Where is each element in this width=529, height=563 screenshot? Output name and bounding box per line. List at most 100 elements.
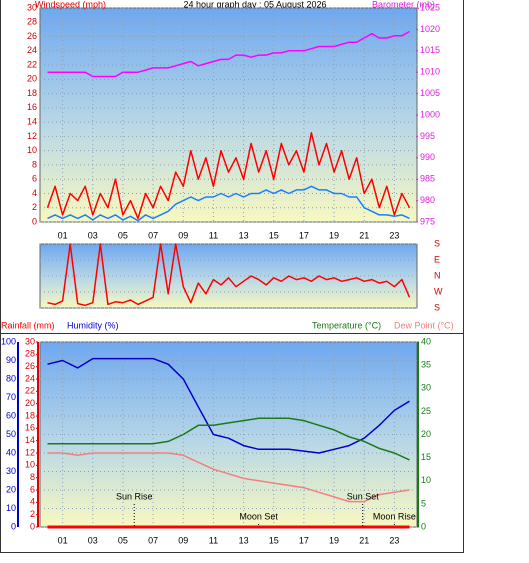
y2-tick-label: 1015 [420, 45, 440, 55]
y-tick-label: 16 [27, 102, 37, 112]
y3-tick-label: 8 [30, 472, 35, 482]
x-tick-label: 21 [359, 535, 369, 545]
x-tick-label: 05 [118, 230, 128, 240]
y-tick-label: 40 [6, 447, 16, 457]
x-tick-label: 21 [359, 230, 369, 240]
annotation: Moon Rise [373, 511, 416, 521]
x-tick-label: 01 [58, 535, 68, 545]
y-tick-label: S [434, 302, 440, 312]
x-tick-label: 17 [299, 535, 309, 545]
y-tick-label: 100 [1, 336, 16, 346]
y2-tick-label: 30 [421, 383, 431, 393]
y-tick-label: 90 [6, 355, 16, 365]
y2-tick-label: 35 [421, 360, 431, 370]
y2-tick-label: 980 [420, 195, 435, 205]
y3-tick-label: 6 [30, 484, 35, 494]
y-tick-label: 0 [11, 521, 16, 531]
y-tick-label: 14 [27, 117, 37, 127]
x-tick-label: 09 [178, 230, 188, 240]
series-header: Dew Point (°C) [394, 320, 454, 330]
y2-tick-label: 1005 [420, 88, 440, 98]
y-tick-label: W [434, 286, 443, 296]
y-tick-label: 30 [27, 2, 37, 12]
chart-title: 24 hour graph day : 05 August 2026 [183, 0, 326, 9]
x-tick-label: 23 [389, 230, 399, 240]
y3-tick-label: 2 [30, 509, 35, 519]
y-tick-label: 18 [27, 88, 37, 98]
y3-tick-label: 28 [25, 349, 35, 359]
y3-tick-label: 30 [25, 336, 35, 346]
x-tick-label: 23 [389, 535, 399, 545]
series-line [46, 132, 411, 220]
plot-area [39, 7, 418, 223]
y-tick-label: 24 [27, 45, 37, 55]
y-tick-label: 10 [27, 145, 37, 155]
y3-tick-label: 16 [25, 423, 35, 433]
y-tick-label: 70 [6, 392, 16, 402]
series-header: Rainfall (mm) [1, 320, 55, 330]
y-tick-label: 8 [32, 159, 37, 169]
x-tick-label: 01 [58, 230, 68, 240]
y-tick-label: 80 [6, 373, 16, 383]
x-tick-label: 07 [148, 535, 158, 545]
y2-tick-label: 0 [421, 521, 426, 531]
annotation: Sun Set [347, 491, 380, 501]
y2-tick-label: 20 [421, 429, 431, 439]
y-tick-label: N [434, 270, 441, 280]
x-tick-label: 17 [299, 230, 309, 240]
y2-tick-label: 990 [420, 152, 435, 162]
y-tick-label: 2 [32, 202, 37, 212]
x-tick-label: 15 [269, 535, 279, 545]
y2-tick-label: 25 [421, 406, 431, 416]
y-tick-label: 0 [32, 216, 37, 226]
series-line [47, 30, 410, 78]
y3-tick-label: 14 [25, 435, 35, 445]
y2-tick-label: 5 [421, 498, 426, 508]
y3-tick-label: 0 [30, 521, 35, 531]
y-axis-title: Windspeed (mph) [35, 0, 106, 9]
series-line [47, 417, 410, 461]
y2-tick-label: 985 [420, 174, 435, 184]
series-line [47, 243, 411, 307]
y2-tick-label: 1010 [420, 67, 440, 77]
annotation: Sun Rise [116, 491, 153, 501]
y3-tick-label: 20 [25, 398, 35, 408]
x-tick-label: 19 [329, 230, 339, 240]
x-tick-label: 13 [239, 230, 249, 240]
y2-tick-label: 995 [420, 131, 435, 141]
x-tick-label: 11 [209, 535, 218, 545]
y3-tick-label: 26 [25, 361, 35, 371]
y2-axis-title: Barometer (mb) [372, 0, 435, 9]
x-tick-label: 19 [329, 535, 339, 545]
series-header: Temperature (°C) [312, 320, 381, 330]
y-tick-label: 12 [27, 131, 37, 141]
series-line [47, 452, 410, 503]
y-tick-label: S [434, 238, 440, 248]
x-tick-label: 05 [118, 535, 128, 545]
x-tick-label: 11 [209, 230, 218, 240]
y-tick-label: 60 [6, 410, 16, 420]
y3-tick-label: 18 [25, 410, 35, 420]
annotation: Moon Set [239, 511, 278, 521]
y-tick-label: 30 [6, 466, 16, 476]
x-tick-label: 07 [148, 230, 158, 240]
y-tick-label: 20 [6, 484, 16, 494]
series-line [47, 357, 410, 454]
series-line [47, 185, 410, 222]
y2-tick-label: 975 [420, 216, 435, 226]
y3-tick-label: 10 [25, 460, 35, 470]
series-header: Humidity (%) [67, 320, 119, 330]
y-tick-label: 4 [32, 188, 37, 198]
y-tick-label: 28 [27, 17, 37, 27]
y-tick-label: 26 [27, 31, 37, 41]
y2-tick-label: 1025 [420, 2, 440, 12]
y2-tick-label: 15 [421, 452, 431, 462]
y-tick-label: 50 [6, 429, 16, 439]
y-tick-label: 20 [27, 74, 37, 84]
y3-tick-label: 22 [25, 386, 35, 396]
x-tick-label: 03 [88, 230, 98, 240]
y3-tick-label: 24 [25, 373, 35, 383]
y-tick-label: 22 [27, 59, 37, 69]
y-tick-label: 10 [6, 503, 16, 513]
y3-tick-label: 4 [30, 497, 35, 507]
